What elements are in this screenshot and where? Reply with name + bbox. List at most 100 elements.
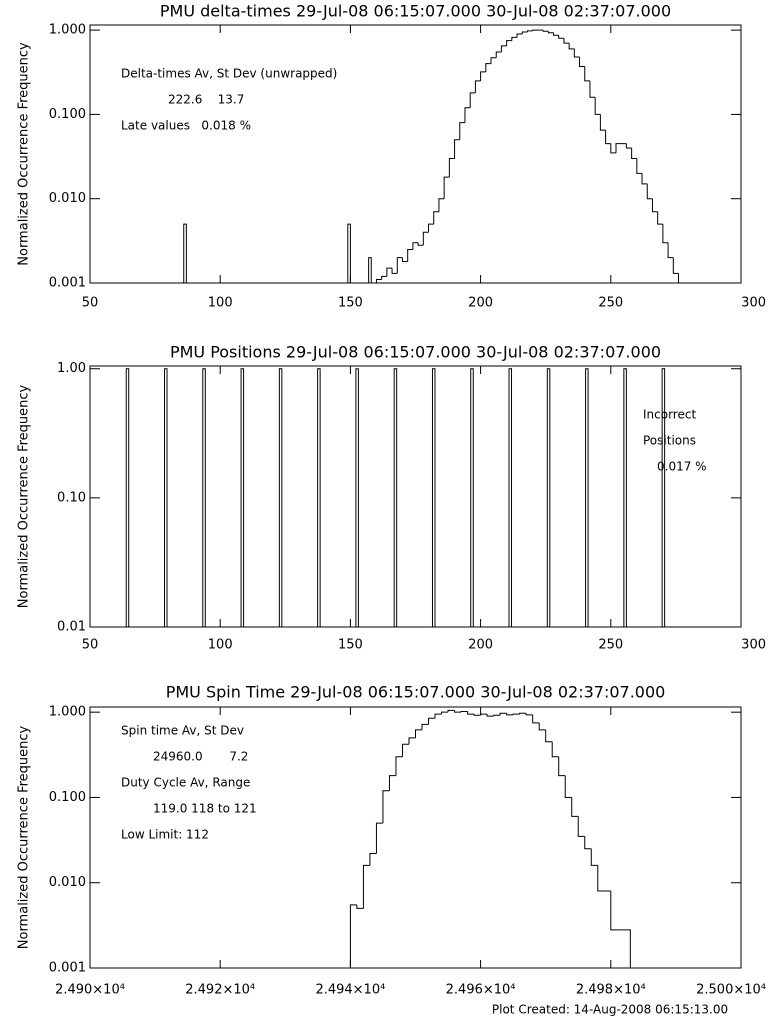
histogram-step [375,822,383,854]
plot-frame [89,24,742,284]
histogram-step [584,836,592,850]
y-tick-label: 0.001 [49,961,86,976]
histogram-step [417,242,424,246]
y-tick-label: 0.001 [49,276,86,291]
x-tick-label: 200 [468,296,493,311]
histogram-step [506,40,512,46]
annotation: Spin time Av, St Dev [121,724,244,738]
y-tick-label: 0.010 [49,191,86,206]
histogram-step [415,729,423,738]
x-tick-label: 150 [338,638,363,653]
plot-frame [89,706,742,969]
x-tick-label: 300 [741,296,766,311]
x-tick-label: 300 [741,638,766,653]
x-tick-label: 100 [208,638,233,653]
histogram-step [547,31,554,34]
histogram-step [347,223,351,283]
x-tick-label: 250 [598,296,623,311]
x-tick-label: 2.490×10⁴ [55,983,125,998]
annotation: Positions [643,434,696,448]
y-tick-label: 0.010 [49,875,86,890]
histogram-step [646,183,653,200]
bar [585,368,589,628]
y-tick-label: 0.100 [49,790,86,805]
histogram-step [584,66,590,82]
histogram-step [454,139,460,159]
annotation: Late values 0.018 % [121,119,251,133]
histogram-step [558,756,566,777]
histogram-step [590,848,598,866]
histogram-step [641,173,648,185]
histogram-step [382,790,390,824]
histogram-step [368,257,372,283]
histogram-step [495,51,502,58]
histogram-step [521,31,528,34]
histogram-step [396,257,403,274]
annotation: Duty Cycle Av, Range [121,776,250,790]
histogram-step [459,122,465,140]
plot-frame [89,365,742,628]
histogram-step [422,231,429,246]
x-tick-label: 2.498×10⁴ [576,983,646,998]
histogram-step [500,45,507,53]
footer: Plot Created: 14-Aug-2008 06:15:13.00 [492,1003,728,1017]
histogram-step [672,257,679,274]
histogram-step [474,80,481,93]
x-tick-label: 2.492×10⁴ [185,983,255,998]
histogram-step [651,198,658,213]
histogram-step [636,158,643,174]
histogram-step [662,224,669,244]
annotation: 222.6 13.7 [168,93,244,107]
histogram-step [438,198,445,212]
x-tick-label: 2.500×10⁴ [696,983,766,998]
bar [431,368,436,628]
histogram-step [625,143,632,149]
histogram-step [511,36,518,41]
histogram-step [571,797,579,817]
histogram-step [605,130,611,145]
histogram-step [469,92,476,108]
annotation: 119.0 118 to 121 [153,802,257,816]
histogram-step [564,775,572,798]
histogram-step [362,864,370,909]
y-tick-label: 1.000 [49,705,86,720]
y-tick-label: 1.000 [49,23,86,38]
bar [623,368,627,628]
histogram-step [412,242,419,250]
chart-title: PMU Spin Time 29-Jul-08 06:15:07.000 30-… [166,683,666,702]
histogram-step [407,248,413,262]
histogram-step [599,114,606,131]
histogram-step [434,713,442,719]
y-tick-label: 0.10 [57,490,86,505]
histogram-step [428,223,434,233]
x-tick-label: 250 [598,638,623,653]
histogram-step [401,257,408,262]
histogram-step [551,741,559,758]
histogram-step [667,242,674,259]
histogram-step [460,710,468,713]
histogram-step [519,712,527,715]
histogram-step [516,33,523,38]
bar [317,368,321,628]
histogram-step [657,211,663,225]
histogram-step [512,713,520,715]
histogram-step [597,865,605,892]
bar [508,368,513,628]
histogram-step [493,714,501,717]
histogram-step [369,853,377,866]
histogram-step [538,722,546,731]
y-axis-label: Normalized Occurrence Frequency [17,725,32,949]
histogram-step [356,904,364,909]
annotation: 24960.0 7.2 [153,750,248,764]
histogram-step [558,35,564,39]
histogram-step [577,816,585,837]
bar [278,368,283,628]
histogram-step [447,709,455,713]
bar [355,368,359,628]
bar [661,368,666,628]
histogram-step [532,714,540,724]
histogram-step [678,273,684,284]
histogram-step [486,714,494,717]
histogram-step [448,157,455,178]
